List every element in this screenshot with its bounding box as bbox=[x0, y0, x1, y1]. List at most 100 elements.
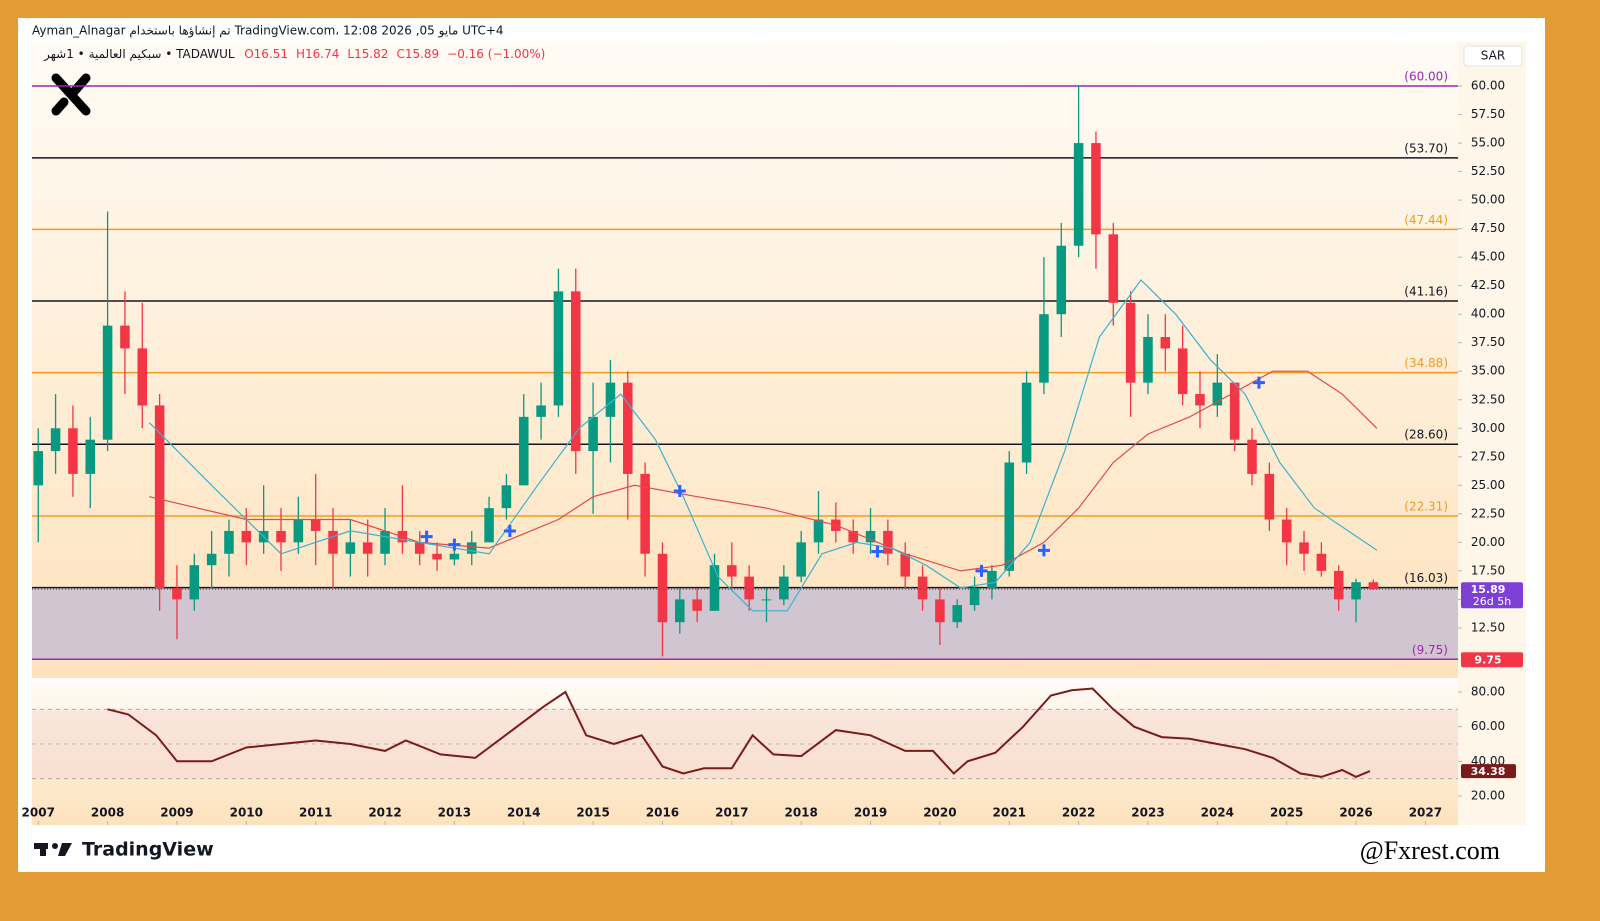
currency[interactable]: SAR bbox=[1481, 49, 1505, 63]
author-line: Ayman_Alnagar تم إنشاؤها باستخدام Tradin… bbox=[32, 24, 504, 39]
level-label: (34.88) bbox=[1404, 356, 1448, 370]
rsi-band-fill bbox=[32, 709, 1458, 779]
candle-body bbox=[588, 416, 598, 452]
y-tick-label: 47.50 bbox=[1471, 221, 1505, 235]
y-tick-label: 32.50 bbox=[1471, 392, 1505, 406]
quote-low: L15.82 bbox=[347, 47, 388, 61]
y-tick-label: 60.00 bbox=[1471, 79, 1505, 93]
quote-open: O16.51 bbox=[244, 47, 288, 61]
candle-body bbox=[518, 416, 529, 486]
candle-body bbox=[1108, 234, 1119, 303]
rsi-line bbox=[107, 687, 1371, 778]
signal-cross bbox=[420, 530, 433, 543]
level-label: (60.00) bbox=[1404, 70, 1448, 84]
signal-cross bbox=[975, 564, 988, 577]
x-tick-label: 2026 bbox=[1339, 806, 1372, 820]
candle-body bbox=[553, 291, 564, 406]
countdown: 26d 5h bbox=[1473, 595, 1511, 608]
candle-body bbox=[501, 485, 512, 509]
quote-high: H16.74 bbox=[296, 47, 339, 61]
x-tick-label: 2010 bbox=[230, 806, 263, 820]
candle-body bbox=[1004, 462, 1015, 571]
candle-body bbox=[917, 576, 928, 600]
level-label: (22.31) bbox=[1404, 500, 1448, 514]
price-pane bbox=[32, 42, 1458, 678]
quote-change: −0.16 (−1.00%) bbox=[447, 47, 545, 61]
level-label: (53.70) bbox=[1404, 141, 1448, 155]
candle-body bbox=[102, 325, 113, 440]
candle-body bbox=[1021, 382, 1032, 463]
quote-close: C15.89 bbox=[396, 47, 439, 61]
candle-body bbox=[1125, 302, 1136, 383]
candle-body bbox=[137, 348, 148, 406]
y-tick-label: 42.50 bbox=[1471, 278, 1505, 292]
currency-button[interactable] bbox=[1463, 45, 1523, 67]
x-tick-label: 2011 bbox=[299, 806, 332, 820]
candle-body bbox=[172, 587, 182, 600]
candle-body bbox=[623, 382, 633, 474]
candle-body bbox=[1212, 382, 1223, 406]
candle-body bbox=[328, 530, 338, 554]
candle-body bbox=[310, 519, 321, 531]
candle-body bbox=[1039, 314, 1049, 383]
last-price-box bbox=[1461, 582, 1523, 609]
candle-body bbox=[640, 473, 650, 554]
candle-body bbox=[362, 542, 373, 554]
fast-ma bbox=[148, 279, 1378, 612]
y-tick-label: 17.50 bbox=[1471, 563, 1505, 577]
x-tick-label: 2023 bbox=[1131, 806, 1164, 820]
x-tick-label: 2022 bbox=[1062, 806, 1095, 820]
candle-body bbox=[969, 587, 980, 606]
x-tick-label: 2008 bbox=[91, 806, 124, 820]
candle-body bbox=[293, 519, 304, 543]
candle-body bbox=[189, 565, 200, 600]
candle-body bbox=[952, 605, 963, 623]
candle-body bbox=[50, 428, 61, 452]
rsi-tick-label: 80.00 bbox=[1471, 685, 1505, 699]
rsi-tick-label: 20.00 bbox=[1471, 789, 1505, 803]
candle-body bbox=[380, 530, 390, 554]
signal-cross bbox=[1037, 544, 1050, 557]
signal-cross bbox=[871, 545, 884, 558]
level-label: (28.60) bbox=[1404, 428, 1448, 442]
candle-body bbox=[744, 576, 754, 600]
x-tick-label: 2007 bbox=[22, 806, 55, 820]
candle-body bbox=[33, 451, 44, 486]
brand: TradingView bbox=[82, 839, 214, 861]
x-tick-label: 2027 bbox=[1409, 806, 1442, 820]
signal-cross bbox=[673, 485, 686, 498]
candle-body bbox=[449, 553, 460, 560]
candle-body bbox=[484, 508, 494, 543]
candle-body bbox=[1195, 394, 1205, 406]
candle-body bbox=[1091, 143, 1101, 235]
candle-body bbox=[761, 599, 772, 601]
signal-cross bbox=[503, 524, 516, 537]
candle-body bbox=[1281, 519, 1292, 543]
level-price-box bbox=[1461, 652, 1523, 668]
symbol-line: سبكيم العالمية • 1شهر • TADAWUL O16.51 H16… bbox=[43, 47, 545, 62]
candle-body bbox=[935, 599, 945, 623]
candle-body bbox=[536, 405, 546, 417]
candle-body bbox=[1160, 337, 1171, 349]
y-tick-label: 35.00 bbox=[1471, 364, 1505, 378]
candle-body bbox=[206, 553, 217, 566]
candle-body bbox=[1143, 337, 1153, 383]
candle-body bbox=[120, 325, 130, 349]
symbol: سبكيم العالمية • 1شهر • TADAWUL bbox=[43, 47, 235, 62]
y-tick-label: 57.50 bbox=[1471, 107, 1505, 121]
candle-body bbox=[796, 542, 806, 577]
candle-body bbox=[1333, 570, 1344, 600]
y-tick-label: 52.50 bbox=[1471, 164, 1505, 178]
x-tick-label: 2018 bbox=[784, 806, 817, 820]
signal-cross bbox=[1252, 376, 1265, 389]
candle-body bbox=[709, 565, 720, 611]
candle-body bbox=[414, 542, 425, 554]
candle-body bbox=[68, 428, 78, 474]
y-tick-label: 27.50 bbox=[1471, 449, 1505, 463]
candle-body bbox=[1247, 439, 1257, 474]
candle-body bbox=[727, 565, 737, 577]
x-tick-label: 2025 bbox=[1270, 806, 1303, 820]
brand-mark bbox=[34, 843, 72, 856]
